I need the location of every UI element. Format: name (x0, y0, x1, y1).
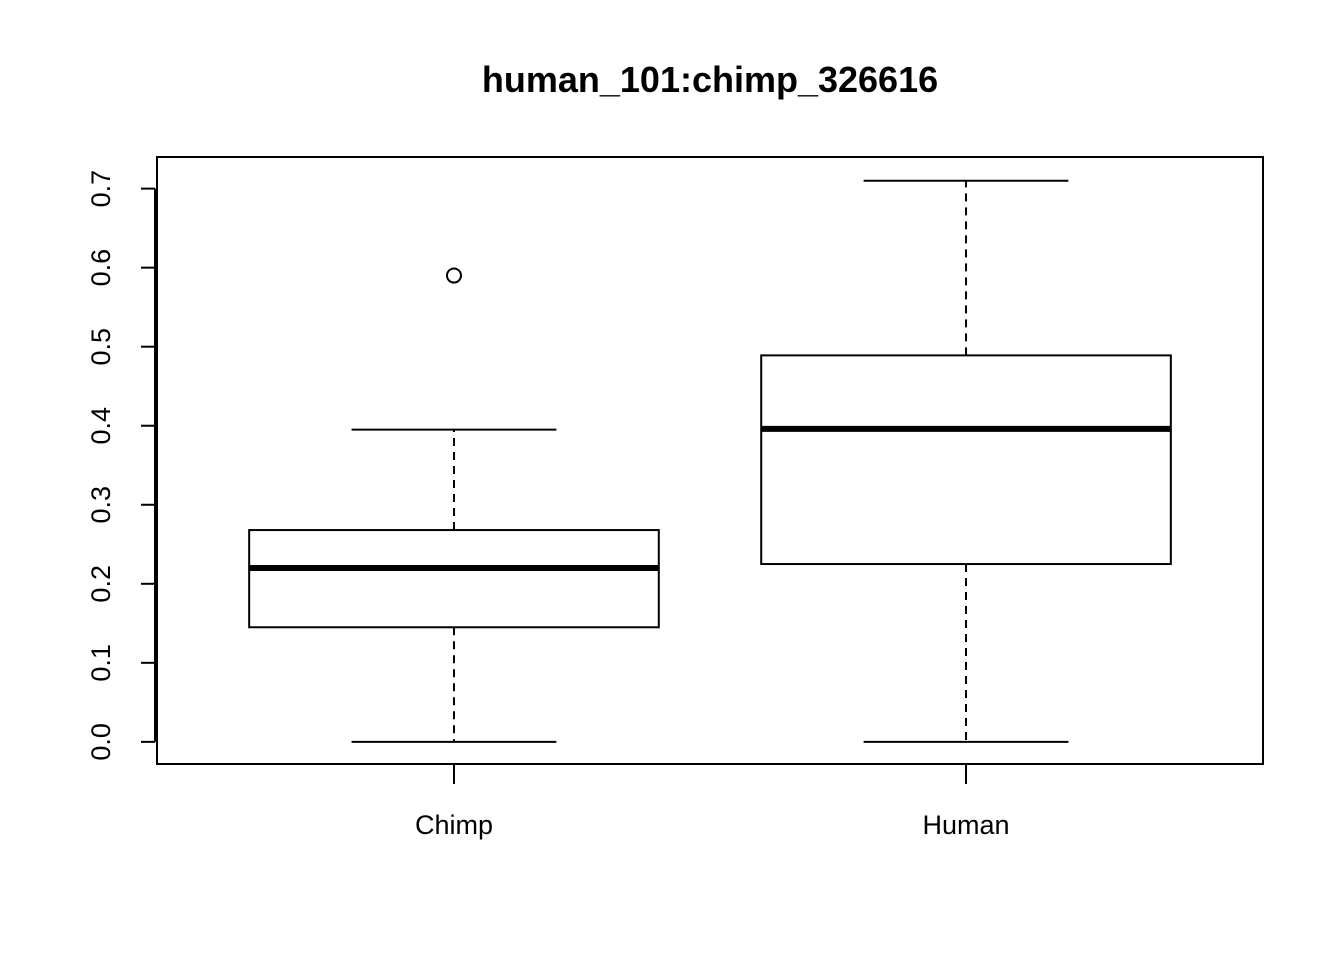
plot-frame (156, 156, 1264, 765)
iqr-box (760, 354, 1172, 566)
boxes (248, 179, 1172, 743)
x-axis: Chimp Human (415, 764, 1010, 840)
y-axis: 0.0 0.1 0.2 0.3 0.4 0.5 0.6 0.7 (86, 170, 156, 761)
chart-title: human_101:chimp_326616 (482, 59, 938, 100)
y-tick-label: 0.0 (86, 723, 116, 761)
y-tick-label: 0.1 (86, 644, 116, 682)
y-tick-label: 0.7 (86, 170, 116, 208)
y-tick-label: 0.3 (86, 486, 116, 524)
y-tick-label: 0.4 (86, 407, 116, 445)
y-tick-label: 0.6 (86, 249, 116, 287)
x-tick-label: Human (922, 810, 1009, 840)
x-tick-label: Chimp (415, 810, 493, 840)
iqr-box (248, 529, 660, 629)
box-chimp (248, 267, 660, 743)
y-tick-label: 0.5 (86, 328, 116, 366)
box-human (760, 179, 1172, 743)
outlier-point (445, 267, 462, 284)
y-tick-label: 0.2 (86, 565, 116, 603)
